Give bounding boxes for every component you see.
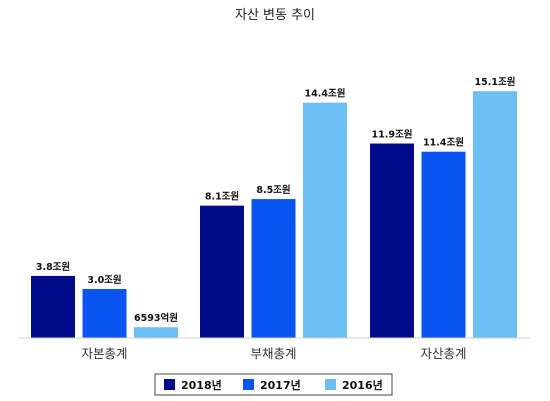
data-label-3-1: 11.9조원 <box>372 129 413 141</box>
bar-3-1 <box>370 143 414 338</box>
bar-3-3 <box>473 91 517 338</box>
plot-area: 3.8조원 3.0조원 6593억원 8.1조원 8.5조원 14.4조원 11.9조원 11… <box>31 76 517 338</box>
bar-3-2 <box>421 151 466 338</box>
bar-2-2 <box>251 199 296 338</box>
legend-label-2: 2017년 <box>260 378 301 392</box>
bar-2-3 <box>303 102 347 338</box>
data-label-2-2: 8.5조원 <box>256 184 290 196</box>
legend-label-1: 2018년 <box>181 378 222 392</box>
category-labels: 자본총계 부채총계 자산총계 <box>81 346 466 361</box>
category-label-3: 자산총계 <box>420 346 466 361</box>
legend-swatch-3 <box>325 379 336 390</box>
category-label-1: 자본총계 <box>81 346 127 361</box>
category-label-2: 부채총계 <box>250 346 296 361</box>
data-label-1-2: 3.0조원 <box>87 274 121 286</box>
data-label-3-2: 11.4조원 <box>423 137 464 149</box>
bar-1-1 <box>31 275 75 338</box>
bar-1-3 <box>134 327 178 338</box>
legend: 2018년 2017년 2016년 <box>154 373 393 396</box>
data-label-3-3: 15.1조원 <box>475 76 516 88</box>
chart-title: 자산 변동 추이 <box>235 8 315 23</box>
bar-1-2 <box>82 288 127 338</box>
bar-2-1 <box>200 205 244 338</box>
data-label-2-3: 14.4조원 <box>305 88 346 100</box>
data-label-1-3: 6593억원 <box>134 312 178 324</box>
legend-swatch-2 <box>243 379 254 390</box>
legend-label-3: 2016년 <box>342 378 383 392</box>
data-label-2-1: 8.1조원 <box>205 191 239 203</box>
legend-swatch-1 <box>164 379 175 390</box>
data-label-1-1: 3.8조원 <box>36 261 70 273</box>
